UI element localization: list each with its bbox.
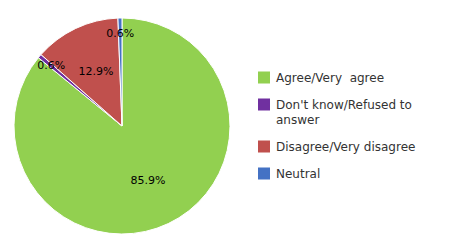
- legend-label: Don't know/Refused toanswer: [276, 98, 412, 127]
- pie: [14, 18, 230, 234]
- data-label: 85.9%: [130, 174, 165, 187]
- legend-item: Disagree/Very disagree: [258, 140, 415, 154]
- legend-label-line: Agree/Very agree: [276, 71, 384, 85]
- legend-label-line: Neutral: [276, 167, 320, 181]
- legend-swatch: [258, 168, 270, 180]
- legend-label: Disagree/Very disagree: [276, 140, 415, 154]
- chart-svg: 85.9% 0.6% 12.9% 0.6% Agree/Very agree Don't …: [0, 0, 472, 252]
- legend-item: Neutral: [258, 167, 320, 181]
- legend: Agree/Very agree Don't know/Refused toans…: [258, 71, 415, 181]
- legend-swatch: [258, 99, 270, 111]
- legend-label-line: Disagree/Very disagree: [276, 140, 415, 154]
- legend-label: Neutral: [276, 167, 320, 181]
- legend-item: Don't know/Refused toanswer: [258, 98, 412, 127]
- pie-slice: [14, 18, 230, 234]
- data-label: 0.6%: [106, 27, 134, 40]
- legend-label-line: Don't know/Refused to: [276, 98, 412, 112]
- legend-swatch: [258, 141, 270, 153]
- legend-swatch: [258, 72, 270, 84]
- chart-container: 85.9% 0.6% 12.9% 0.6% Agree/Very agree Don't …: [0, 0, 472, 252]
- legend-label: Agree/Very agree: [276, 71, 384, 85]
- legend-item: Agree/Very agree: [258, 71, 384, 85]
- legend-label-line: answer: [276, 113, 319, 127]
- data-label: 0.6%: [37, 59, 65, 72]
- data-label: 12.9%: [79, 65, 114, 78]
- data-labels: 85.9% 0.6% 12.9% 0.6%: [37, 27, 165, 188]
